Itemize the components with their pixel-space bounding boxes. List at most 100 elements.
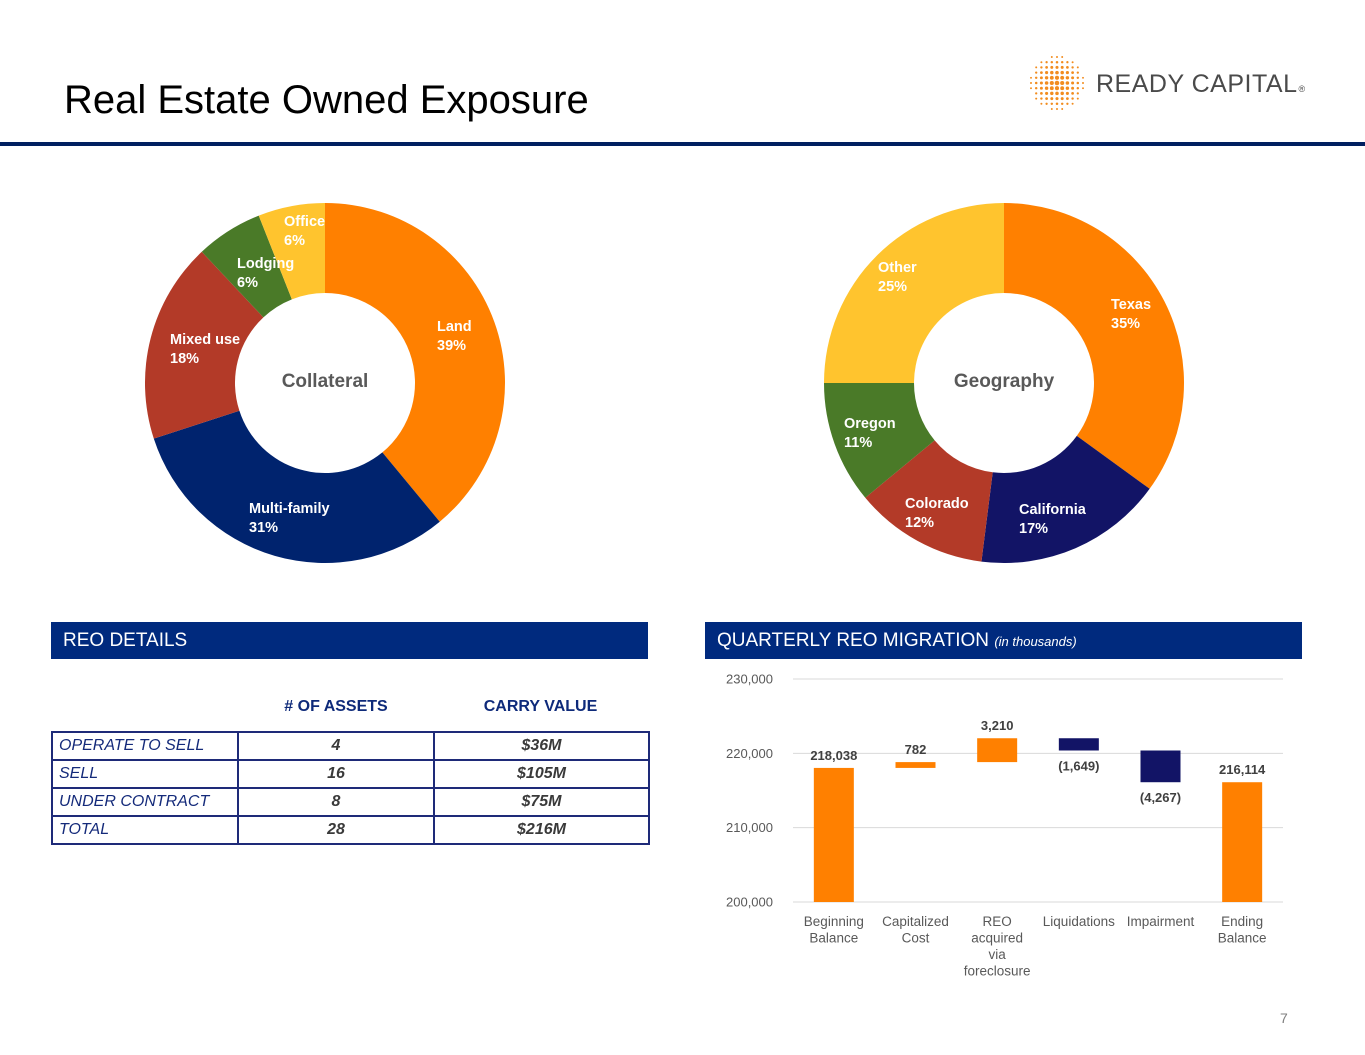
x-tick-label: Balance xyxy=(1218,931,1267,946)
collateral-donut-svg xyxy=(145,203,505,563)
slice-label-oregon: Oregon 11% xyxy=(844,415,896,453)
logo-dot xyxy=(1076,86,1080,90)
carry-value: $216M xyxy=(433,815,650,845)
slice-name: Mixed use xyxy=(170,332,241,348)
reo-details-title: REO DETAILS xyxy=(63,630,188,651)
logo-dot xyxy=(1035,71,1038,74)
slice-percent: 11% xyxy=(844,435,873,451)
logo-dot xyxy=(1060,75,1065,80)
bar-reo-acquired-via-foreclosure xyxy=(977,738,1018,763)
logo-dot xyxy=(1049,80,1054,86)
logo-dot xyxy=(1049,86,1054,91)
slice-percent: 17% xyxy=(1019,521,1049,537)
geography-donut: Geography Texas 35% California 17% Colorado 1… xyxy=(814,193,1194,573)
asset-count: 4 xyxy=(237,731,435,761)
logo-dot xyxy=(1060,97,1064,101)
data-label: (1,649) xyxy=(1058,759,1099,774)
logo-dot xyxy=(1065,86,1070,90)
logo-dot xyxy=(1065,81,1070,85)
logo-dot xyxy=(1035,97,1038,100)
x-tick-label: REO xyxy=(983,914,1012,929)
slice-name: Land xyxy=(437,319,472,335)
logo-dot xyxy=(1076,81,1080,85)
logo-dot xyxy=(1060,65,1064,69)
logo-dot xyxy=(1044,86,1049,90)
slice-label-office: Office 6% xyxy=(284,213,325,251)
slice-name: Other xyxy=(878,260,917,276)
asset-count: 16 xyxy=(237,759,435,789)
row-label: OPERATE TO SELL xyxy=(51,731,239,761)
carry-value: $36M xyxy=(433,731,650,761)
logo[interactable]: READY CAPITAL® xyxy=(1028,56,1318,112)
logo-dot xyxy=(1071,61,1074,64)
slice-percent: 6% xyxy=(237,275,258,291)
slice-percent: 25% xyxy=(878,279,908,295)
logo-dot xyxy=(1050,108,1053,110)
logo-dot xyxy=(1040,61,1043,64)
x-tick-label: Capitalized xyxy=(882,914,949,929)
logo-dot xyxy=(1055,70,1059,75)
logo-dot xyxy=(1071,97,1074,100)
x-tick-label: Impairment xyxy=(1127,914,1195,929)
logo-dot xyxy=(1039,81,1043,85)
logo-dot xyxy=(1060,102,1064,106)
data-label: 3,210 xyxy=(981,718,1014,733)
slice-percent: 31% xyxy=(249,520,279,536)
y-tick-label: 230,000 xyxy=(726,672,773,687)
slice-texas xyxy=(1004,203,1184,489)
row-label: TOTAL xyxy=(51,815,239,845)
logo-dot xyxy=(1045,61,1048,64)
logo-dot xyxy=(1076,97,1079,100)
reo-migration-title: QUARTERLY REO MIGRATION xyxy=(717,630,990,651)
x-tick-label: Balance xyxy=(809,931,858,946)
logo-dot xyxy=(1040,66,1043,69)
slice-label-land: Land 39% xyxy=(437,318,472,356)
logo-dot xyxy=(1055,97,1059,101)
slice-name: Office xyxy=(284,214,326,230)
logo-dot xyxy=(1076,66,1079,69)
logo-dot xyxy=(1054,75,1060,80)
logo-dot xyxy=(1060,60,1064,64)
logo-dot xyxy=(1030,82,1032,84)
collateral-donut: Collateral Land 39% Multi-family 31% Mixed u… xyxy=(135,193,515,573)
registered-mark: ® xyxy=(1298,84,1306,94)
slice-california xyxy=(981,435,1150,563)
carry-value-column-header: CARRY VALUE xyxy=(483,698,598,715)
slice-lodging xyxy=(201,215,292,318)
slice-percent: 18% xyxy=(170,351,200,367)
reo-migration-chart: 200,000 210,000 220,000 230,000 218,038 Begin… xyxy=(726,672,1283,979)
logo-dot xyxy=(1056,56,1058,58)
collateral-center-label: Collateral xyxy=(281,371,369,392)
x-tick-label: foreclosure xyxy=(964,964,1031,979)
logo-dot xyxy=(1045,102,1048,105)
page-number: 7 xyxy=(1280,1010,1288,1026)
data-label: 218,038 xyxy=(810,748,857,763)
logo-dot xyxy=(1034,86,1038,90)
logo-dot xyxy=(1066,97,1069,100)
table-row: UNDER CONTRACT 8 $75M xyxy=(51,787,650,817)
slice-percent: 39% xyxy=(437,338,467,354)
logo-dot xyxy=(1061,56,1064,58)
logo-dot xyxy=(1050,102,1054,106)
logo-dot xyxy=(1050,97,1054,101)
bar-beginning-balance xyxy=(813,767,854,902)
logo-dot xyxy=(1065,76,1070,80)
logo-dot xyxy=(1055,91,1059,96)
logo-dot xyxy=(1050,65,1054,69)
logo-dot xyxy=(1054,86,1060,91)
reo-migration-subtitle: (in thousands) xyxy=(994,634,1077,649)
logo-dot xyxy=(1040,71,1043,74)
slice-office xyxy=(258,203,325,300)
slice-name: Colorado xyxy=(905,496,969,512)
logo-dot xyxy=(1050,56,1053,58)
x-tick-label: Liquidations xyxy=(1043,914,1115,929)
logo-dot xyxy=(1065,91,1069,95)
reo-details-banner: REO DETAILS xyxy=(51,622,648,659)
logo-dot xyxy=(1054,80,1060,86)
slice-name: Oregon xyxy=(844,416,896,432)
logo-dot xyxy=(1056,108,1058,110)
slice-percent: 6% xyxy=(284,233,305,249)
logo-dot xyxy=(1044,81,1049,85)
page-title: Real Estate Owned Exposure xyxy=(64,78,589,122)
slice-name: Lodging xyxy=(237,256,295,272)
